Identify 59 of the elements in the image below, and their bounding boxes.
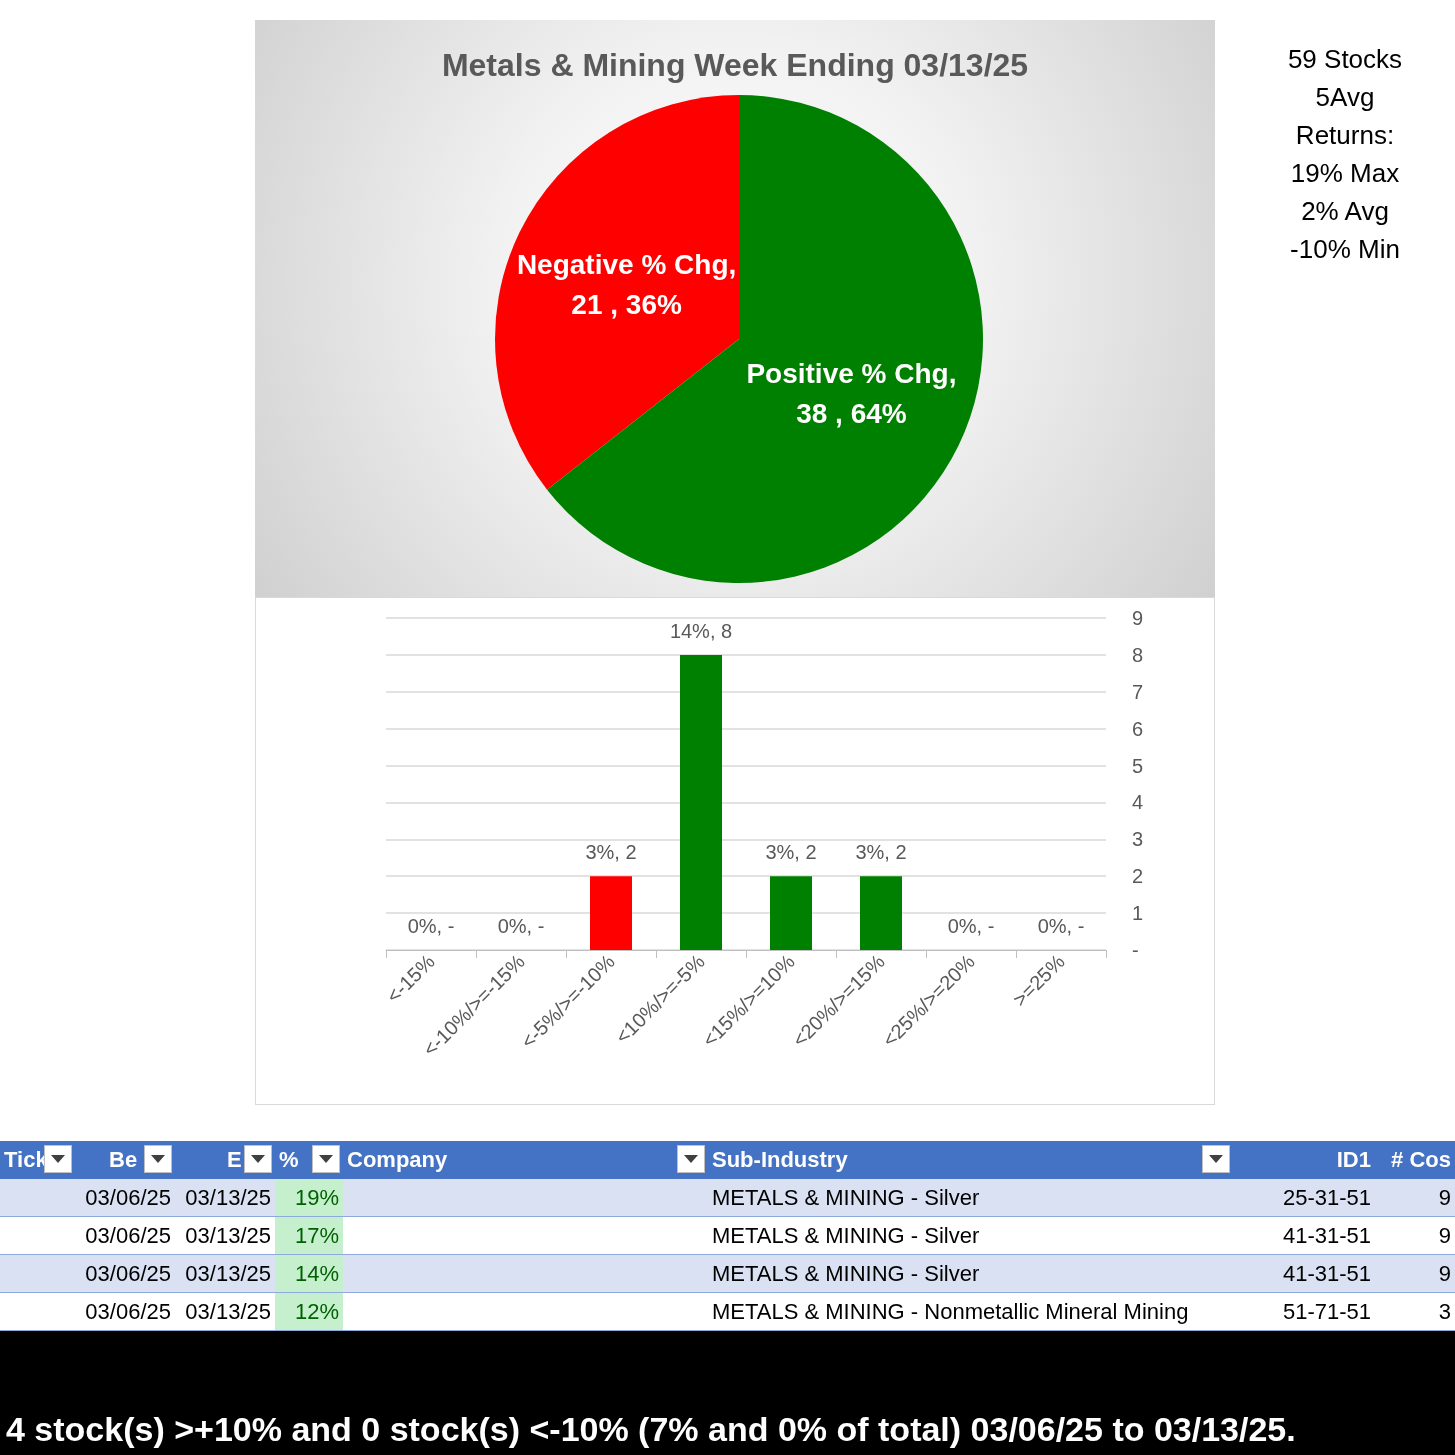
text: 19%	[294, 1185, 339, 1210]
text: 41-31-51	[1282, 1223, 1371, 1248]
category-label: Sub-Industry	[712, 1147, 848, 1172]
text: 03/06/25	[85, 1185, 171, 1210]
text: 03/13/25	[185, 1223, 271, 1248]
y-tick-label: 4	[1132, 791, 1144, 814]
category-label: Company	[347, 1147, 448, 1172]
text: 19% Max	[1289, 157, 1401, 190]
text: METALS & MINING - Silver	[712, 1223, 980, 1248]
text: 2% Avg	[1300, 195, 1390, 228]
y-tick-label: 1	[1132, 902, 1144, 925]
data-label: 0%, -	[497, 915, 545, 937]
chart-title: Metals & Mining Week Ending 03/13/25	[441, 47, 1029, 83]
text: 4 stock(s) >+10% and 0 stock(s) <-10% (7% and 0% of total) 03/06/25 to 03/13/25.	[5, 1410, 1296, 1449]
data-label: 3%, 2	[585, 841, 637, 864]
text: 03/06/25	[85, 1223, 171, 1248]
y-tick-label: 5	[1132, 754, 1144, 777]
y-tick-label: 8	[1132, 643, 1144, 666]
text: 03/06/25	[85, 1261, 171, 1286]
text: 03/13/25	[185, 1185, 271, 1210]
text: 5Avg	[1314, 81, 1376, 114]
text: Returns:	[1294, 119, 1396, 152]
y-tick-label: 3	[1132, 828, 1144, 851]
category-label: %	[279, 1147, 299, 1172]
text: 03/13/25	[185, 1261, 271, 1286]
data-label: 3%, 2	[765, 841, 817, 864]
category-label: # Cos	[1391, 1147, 1451, 1172]
data-label: 3%, 2	[855, 841, 907, 864]
slice-label: Positive % Chg, 38 , 64%	[746, 358, 957, 430]
y-tick-label: -	[1132, 939, 1139, 961]
slice-label: Negative % Chg, 21 , 36%	[516, 248, 737, 320]
data-label: 0%, -	[407, 915, 455, 937]
data-label: 0%, -	[947, 915, 995, 937]
text: 41-31-51	[1282, 1261, 1371, 1286]
text: 3	[1438, 1299, 1451, 1324]
text: 9	[1438, 1261, 1451, 1286]
data-label: 0%, -	[1037, 915, 1085, 937]
text: 25-31-51	[1282, 1185, 1371, 1210]
text: METALS & MINING - Silver	[712, 1185, 980, 1210]
category-label: E	[226, 1147, 242, 1172]
category-label: Be	[108, 1147, 138, 1172]
text: METALS & MINING - Silver	[712, 1261, 980, 1286]
text: 03/06/25	[85, 1299, 171, 1324]
y-tick-label: 6	[1132, 717, 1144, 740]
text: -10% Min	[1289, 233, 1401, 266]
text: 12%	[294, 1299, 339, 1324]
text: 9	[1438, 1223, 1451, 1248]
text: 59 Stocks	[1286, 43, 1404, 76]
text: METALS & MINING - Nonmetallic Mineral Mining	[712, 1299, 1189, 1324]
y-tick-label: 7	[1132, 680, 1144, 703]
category-label: ID1	[1336, 1147, 1371, 1172]
y-tick-label: 2	[1132, 865, 1144, 888]
data-label: 14%, 8	[669, 619, 733, 642]
text: 17%	[294, 1223, 339, 1248]
text: 9	[1438, 1185, 1451, 1210]
y-tick-label: 9	[1132, 607, 1144, 629]
text: 14%	[294, 1261, 339, 1286]
text: 51-71-51	[1282, 1299, 1371, 1324]
text: 03/13/25	[185, 1299, 271, 1324]
